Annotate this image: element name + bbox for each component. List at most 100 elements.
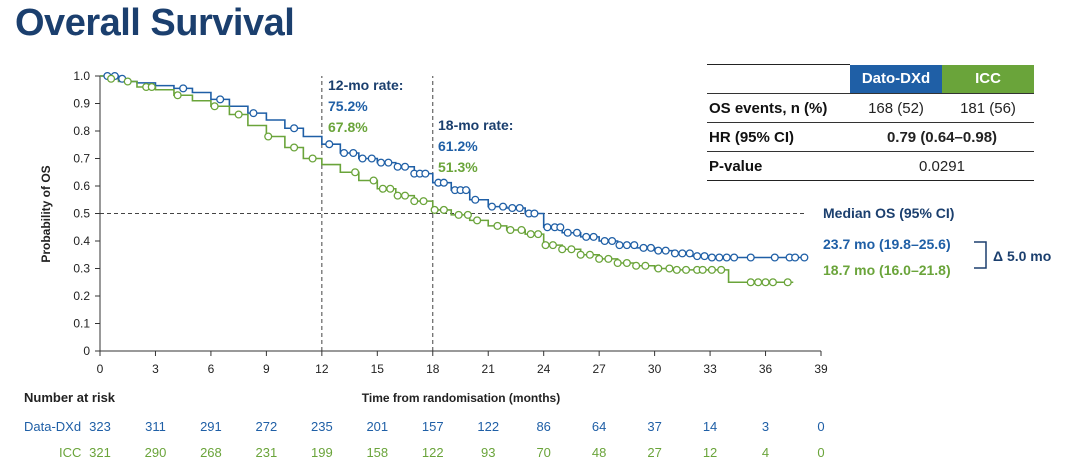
- censor-mark-icc: [613, 258, 622, 268]
- stats-p-value: 0.0291: [850, 151, 1034, 181]
- y-tick-label: 0.4: [73, 234, 90, 248]
- censor-mark-icc: [585, 250, 594, 259]
- y-tick-label: 0: [83, 344, 90, 358]
- risk-value: 199: [311, 445, 333, 460]
- risk-value: 268: [200, 445, 222, 460]
- censor-mark-icc: [783, 278, 792, 287]
- censor-mark-dato: [572, 228, 582, 237]
- censor-mark-icc: [369, 176, 378, 185]
- censor-mark-icc: [672, 265, 681, 274]
- censor-mark-icc: [761, 278, 770, 287]
- km-curves: [100, 75, 803, 284]
- censor-mark-dato: [400, 162, 410, 171]
- censor-mark-dato: [498, 202, 508, 211]
- risk-value: 37: [647, 419, 661, 434]
- rate12-title: 12-mo rate:: [328, 77, 403, 93]
- censor-mark-dato: [563, 228, 572, 237]
- censor-mark-dato: [707, 253, 716, 262]
- censor-mark-dato: [461, 186, 471, 195]
- risk-value: 321: [89, 445, 111, 460]
- censor-mark-dato: [608, 236, 617, 246]
- x-tick-label: 27: [592, 362, 606, 376]
- axes: 0 3 6 9 12 15 18 21 24 27 30 33 36 3900.10.20.30.40.5…: [73, 69, 828, 376]
- censor-mark-icc: [454, 210, 463, 219]
- y-tick-label: 1.0: [73, 69, 90, 83]
- censor-mark-icc: [386, 184, 395, 193]
- censor-mark-icc: [463, 210, 472, 219]
- censor-mark-icc: [419, 197, 428, 206]
- x-tick-label: 39: [814, 362, 828, 376]
- y-tick-label: 0.1: [73, 317, 90, 331]
- risk-value: 64: [592, 419, 606, 434]
- censor-mark-dato: [730, 253, 739, 262]
- censor-mark-icc: [567, 245, 576, 254]
- censor-mark-icc: [439, 205, 448, 214]
- risk-value: 272: [256, 419, 278, 434]
- censor-mark-dato: [179, 84, 188, 93]
- delta-label: Δ 5.0 mo: [993, 248, 1051, 264]
- censor-mark-dato: [670, 249, 680, 258]
- censor-mark-dato: [746, 253, 755, 262]
- x-tick-label: 9: [263, 362, 270, 376]
- censor-mark-icc: [473, 216, 482, 225]
- censor-mark-icc: [526, 230, 535, 239]
- censor-mark-dato: [367, 154, 376, 163]
- censor-mark-icc: [308, 154, 317, 163]
- risk-value: 290: [145, 445, 167, 460]
- stats-header-icc: ICC: [942, 64, 1034, 94]
- median-title: Median OS (95% CI): [823, 205, 954, 221]
- stats-events-icc: 181 (56): [942, 93, 1034, 123]
- risk-value: 122: [422, 445, 444, 460]
- stats-header-dato: Dato-DXd: [850, 64, 942, 94]
- risk-value: 0: [817, 419, 824, 434]
- censor-mark-dato: [376, 158, 386, 167]
- stats-table: Dato-DXd ICC OS events, n (%) 168 (52) 1…: [707, 64, 1034, 181]
- censor-mark-dato: [630, 241, 639, 250]
- y-tick-label: 0.2: [73, 289, 90, 303]
- risk-value: 235: [311, 419, 333, 434]
- censor-mark-dato: [439, 178, 448, 187]
- censor-mark-dato: [556, 223, 565, 232]
- censor-mark-dato: [800, 253, 809, 262]
- censor-mark-icc: [534, 230, 543, 239]
- x-axis-title: Time from randomisation (months): [362, 391, 560, 405]
- censor-mark-dato: [249, 109, 258, 118]
- censor-marks: [103, 71, 809, 287]
- censor-mark-icc: [604, 254, 613, 263]
- y-tick-label: 0.7: [73, 152, 90, 166]
- censor-mark-dato: [393, 162, 402, 171]
- risk-value: 201: [366, 419, 388, 434]
- censor-mark-dato: [582, 232, 591, 241]
- x-tick-label: 30: [648, 362, 662, 376]
- censor-mark-icc: [717, 265, 726, 274]
- risk-value: 70: [536, 445, 550, 460]
- risk-label-icc: ICC: [59, 445, 81, 460]
- censor-mark-icc: [351, 168, 360, 177]
- censor-mark-dato: [622, 241, 631, 250]
- censor-mark-dato: [791, 253, 800, 262]
- rate18-dato: 61.2%: [438, 138, 478, 154]
- risk-value: 48: [592, 445, 606, 460]
- risk-value: 86: [536, 419, 550, 434]
- censor-mark-dato: [530, 209, 539, 218]
- censor-mark-icc: [210, 102, 219, 111]
- censor-mark-dato: [639, 243, 648, 252]
- censor-mark-icc: [393, 191, 402, 200]
- x-tick-label: 36: [759, 362, 773, 376]
- risk-values: 323 311 291 272 235 201 157 122 86 64 37 14 3 0 321 290…: [89, 419, 824, 460]
- censor-mark-icc: [430, 205, 439, 214]
- censor-mark-dato: [384, 158, 393, 167]
- censor-mark-dato: [700, 252, 709, 261]
- censor-mark-dato: [589, 232, 598, 241]
- delta-bracket: [974, 241, 987, 269]
- stats-label-events: OS events, n (%): [707, 93, 850, 123]
- censor-mark-dato: [515, 203, 524, 213]
- censor-mark-icc: [264, 132, 273, 141]
- censor-mark-icc: [290, 143, 299, 152]
- censor-mark-icc: [576, 250, 585, 259]
- censor-mark-dato: [685, 249, 694, 258]
- y-tick-label: 0.8: [73, 124, 90, 138]
- x-tick-label: 3: [152, 362, 159, 376]
- censor-mark-dato: [216, 95, 225, 104]
- censor-mark-icc: [558, 245, 567, 254]
